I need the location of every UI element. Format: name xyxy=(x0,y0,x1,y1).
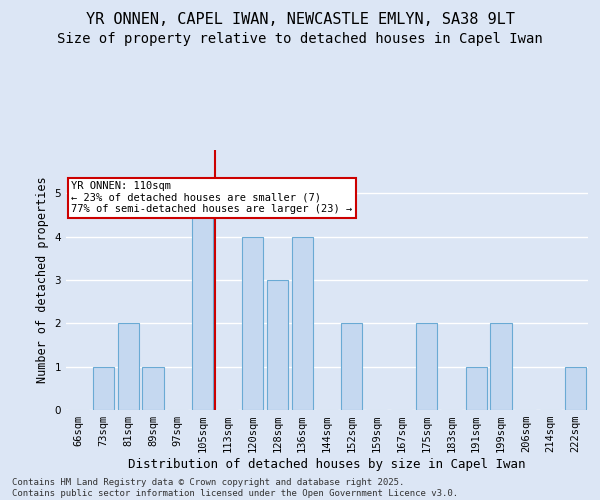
Bar xyxy=(242,236,263,410)
Bar xyxy=(118,324,139,410)
X-axis label: Distribution of detached houses by size in Capel Iwan: Distribution of detached houses by size … xyxy=(128,458,526,471)
Bar xyxy=(192,194,213,410)
Y-axis label: Number of detached properties: Number of detached properties xyxy=(36,176,49,384)
Bar xyxy=(267,280,288,410)
Text: Size of property relative to detached houses in Capel Iwan: Size of property relative to detached ho… xyxy=(57,32,543,46)
Bar xyxy=(466,366,487,410)
Text: Contains HM Land Registry data © Crown copyright and database right 2025.
Contai: Contains HM Land Registry data © Crown c… xyxy=(12,478,458,498)
Bar xyxy=(490,324,512,410)
Bar xyxy=(565,366,586,410)
Bar xyxy=(416,324,437,410)
Bar xyxy=(341,324,362,410)
Bar xyxy=(142,366,164,410)
Bar xyxy=(93,366,114,410)
Bar xyxy=(292,236,313,410)
Text: YR ONNEN, CAPEL IWAN, NEWCASTLE EMLYN, SA38 9LT: YR ONNEN, CAPEL IWAN, NEWCASTLE EMLYN, S… xyxy=(86,12,514,28)
Text: YR ONNEN: 110sqm
← 23% of detached houses are smaller (7)
77% of semi-detached h: YR ONNEN: 110sqm ← 23% of detached house… xyxy=(71,181,352,214)
